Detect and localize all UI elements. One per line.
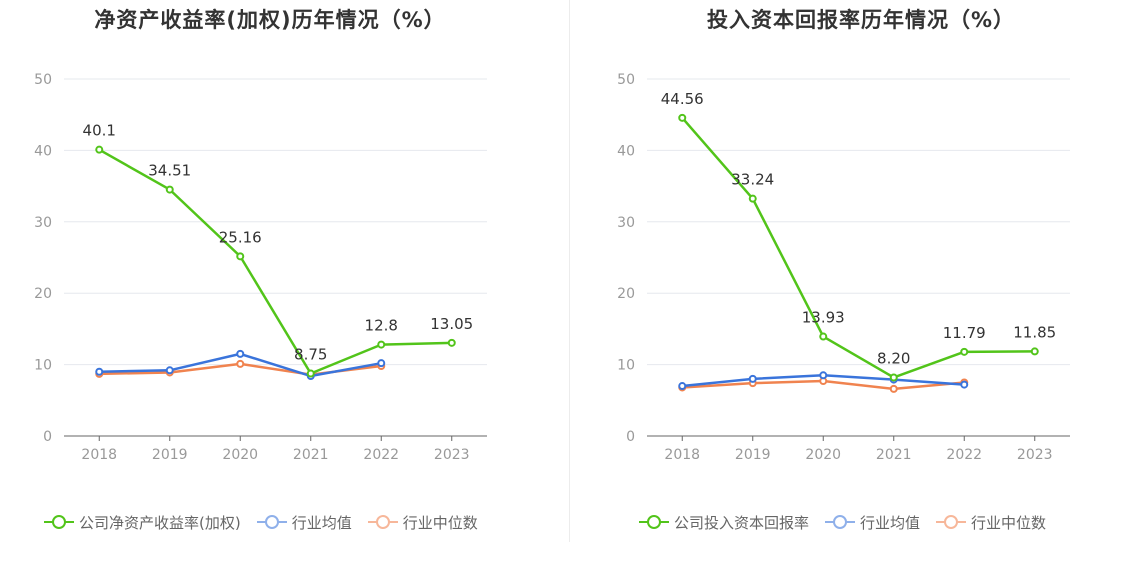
chart-legend: 公司净资产收益率(加权) 行业均值 行业中位数	[44, 510, 494, 534]
x-tick-label: 2023	[434, 447, 470, 463]
chart-title: 投入资本回报率历年情况（%）	[706, 8, 1016, 32]
y-tick-label: 20	[617, 286, 635, 302]
x-tick-label: 2021	[876, 447, 912, 463]
legend-label: 行业中位数	[971, 513, 1047, 532]
data-point	[377, 340, 386, 349]
legend-marker-icon	[825, 513, 856, 531]
data-label: 13.05	[430, 315, 473, 333]
y-tick-label: 20	[34, 286, 52, 302]
legend-item-industry-median[interactable]: 行业中位数	[367, 512, 478, 533]
series-line	[681, 117, 1035, 379]
x-tick-label: 2023	[1017, 447, 1053, 463]
roic-line-chart: 0 10 20 30 40 50 2018 2019 2020 2021 2022 2023 44.56…	[617, 72, 1070, 463]
data-point	[748, 194, 757, 203]
data-label: 40.1	[83, 122, 116, 140]
y-tick-label: 0	[626, 429, 635, 445]
x-tick-label: 2018	[664, 447, 700, 463]
data-point	[889, 373, 898, 382]
data-point	[306, 369, 315, 378]
y-tick-label: 10	[617, 358, 635, 374]
roic-chart-panel: 投入资本回报率历年情况（%） 0 10 20 30 40 50 2018 2019 2020 20…	[567, 0, 1134, 582]
x-tick-label: 2021	[293, 447, 329, 463]
x-tick-label: 2022	[363, 447, 399, 463]
legend-marker-icon	[936, 513, 967, 531]
data-point	[678, 382, 687, 391]
y-tick-label: 30	[34, 215, 52, 231]
x-tick-label: 2019	[735, 447, 771, 463]
data-point	[1030, 347, 1039, 356]
legend-marker-icon	[44, 513, 74, 531]
data-label: 44.56	[661, 90, 704, 108]
legend-item-industry-mean[interactable]: 行业均值	[825, 512, 920, 533]
x-tick-label: 2022	[946, 447, 982, 463]
legend-label: 行业均值	[860, 513, 921, 532]
y-tick-label: 0	[43, 429, 52, 445]
legend-item-industry-median[interactable]: 行业中位数	[936, 512, 1046, 533]
data-point	[889, 384, 898, 393]
data-point	[236, 359, 245, 368]
legend-marker-icon	[639, 513, 669, 531]
data-point	[748, 374, 757, 383]
data-label: 11.79	[943, 324, 986, 342]
y-tick-label: 50	[617, 72, 635, 88]
legend-label: 行业均值	[291, 513, 352, 532]
x-tick-label: 2019	[152, 447, 188, 463]
data-label: 34.51	[148, 162, 191, 180]
x-tick-label: 2018	[81, 447, 117, 463]
roe-line-chart: 0 10 20 30 40 50 2018 2019 2020 2021 2022 2023 40.1 3…	[34, 72, 487, 463]
legend-item-company[interactable]: 公司净资产收益率(加权)	[44, 512, 241, 533]
data-point	[960, 380, 969, 389]
data-point	[236, 252, 245, 261]
y-tick-label: 30	[617, 215, 635, 231]
data-point	[165, 366, 174, 375]
data-label: 25.16	[219, 228, 262, 246]
legend-label: 公司投入资本回报率	[674, 513, 810, 532]
x-tick-label: 2020	[222, 447, 258, 463]
series-line	[98, 148, 452, 375]
y-tick-label: 40	[34, 143, 52, 159]
y-tick-label: 50	[34, 72, 52, 88]
data-point	[377, 359, 386, 368]
data-point	[95, 367, 104, 376]
legend-label: 行业中位数	[402, 513, 478, 532]
roe-chart-panel: 净资产收益率(加权)历年情况（%） 0 10 20 30 40 50 2018 2019 202…	[34, 8, 494, 534]
data-label: 13.93	[802, 309, 845, 327]
legend-marker-icon	[256, 513, 287, 531]
data-point	[678, 113, 687, 122]
x-tick-label: 2020	[805, 447, 841, 463]
panel-divider	[569, 0, 570, 542]
y-tick-label: 10	[34, 358, 52, 374]
data-point	[819, 371, 828, 380]
data-point	[236, 349, 245, 358]
data-point	[447, 338, 456, 347]
data-point	[819, 332, 828, 341]
legend-label: 公司净资产收益率(加权)	[79, 513, 241, 532]
data-point	[960, 347, 969, 356]
data-label: 8.20	[877, 349, 910, 367]
data-point	[95, 145, 104, 154]
y-tick-label: 40	[617, 143, 635, 159]
legend-item-company[interactable]: 公司投入资本回报率	[639, 512, 809, 533]
chart-title: 净资产收益率(加权)历年情况（%）	[94, 8, 446, 32]
data-point	[165, 185, 174, 194]
data-label: 12.8	[365, 317, 398, 335]
data-label: 11.85	[1013, 323, 1056, 341]
data-label: 33.24	[731, 171, 774, 189]
chart-legend: 公司投入资本回报率 行业均值 行业中位数	[639, 510, 1062, 534]
legend-item-industry-mean[interactable]: 行业均值	[256, 512, 352, 533]
legend-marker-icon	[367, 513, 398, 531]
data-label: 8.75	[294, 346, 327, 364]
